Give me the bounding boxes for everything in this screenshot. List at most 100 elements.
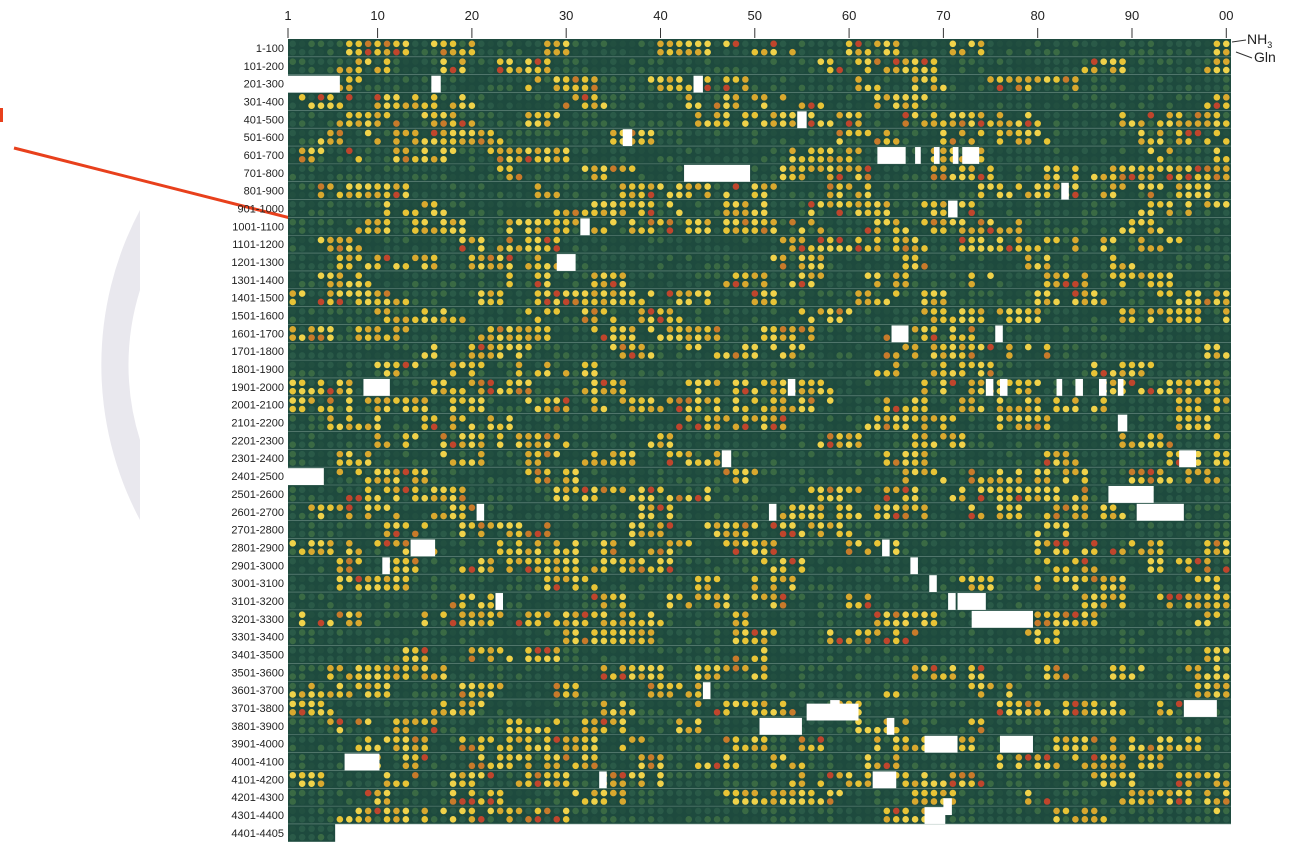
spot	[601, 326, 608, 333]
spot	[1148, 415, 1155, 422]
spot	[742, 76, 749, 83]
spot	[676, 174, 683, 181]
spot	[884, 245, 891, 252]
spot	[987, 424, 994, 431]
spot	[525, 433, 532, 440]
spot	[563, 76, 570, 83]
spot	[601, 469, 608, 476]
spot	[1166, 308, 1173, 315]
spot	[582, 352, 589, 359]
spot	[308, 245, 315, 252]
spot	[968, 469, 975, 476]
spot	[403, 388, 410, 395]
spot	[289, 451, 296, 458]
spot	[525, 209, 532, 216]
spot	[497, 209, 504, 216]
spot	[619, 41, 626, 48]
spot	[289, 227, 296, 234]
spot	[987, 290, 994, 297]
spot	[1006, 120, 1013, 127]
spot	[601, 67, 608, 74]
spot	[940, 138, 947, 145]
spot	[770, 227, 777, 234]
spot	[535, 58, 542, 65]
spot	[733, 272, 740, 279]
spot	[855, 209, 862, 216]
spot	[327, 237, 334, 244]
spot	[1195, 237, 1202, 244]
spot	[1223, 397, 1230, 404]
spot	[997, 469, 1004, 476]
spot	[1185, 433, 1192, 440]
spot	[610, 352, 617, 359]
spot	[403, 344, 410, 351]
spot	[893, 130, 900, 137]
spot	[535, 183, 542, 190]
spot	[1034, 41, 1041, 48]
spot	[1138, 362, 1145, 369]
spot	[553, 344, 560, 351]
spot	[817, 156, 824, 163]
spot	[459, 352, 466, 359]
spot	[695, 58, 702, 65]
spot	[1148, 459, 1155, 466]
spot	[855, 344, 862, 351]
spot	[817, 370, 824, 377]
spot	[836, 58, 843, 65]
spot	[733, 94, 740, 101]
spot	[525, 290, 532, 297]
spot	[1166, 317, 1173, 324]
spot	[1091, 148, 1098, 155]
spot	[459, 94, 466, 101]
spot	[751, 406, 758, 413]
spot	[912, 344, 919, 351]
spot	[931, 299, 938, 306]
spot	[799, 148, 806, 155]
spot	[337, 362, 344, 369]
spot	[469, 120, 476, 127]
spot	[751, 209, 758, 216]
spot	[1110, 451, 1117, 458]
spot	[912, 326, 919, 333]
spot	[318, 451, 325, 458]
spot	[770, 397, 777, 404]
spot	[629, 308, 636, 315]
spot	[1214, 362, 1221, 369]
spot	[704, 388, 711, 395]
spot	[751, 94, 758, 101]
spot	[1044, 299, 1051, 306]
spot	[1129, 237, 1136, 244]
spot	[431, 272, 438, 279]
spot	[553, 388, 560, 395]
spot	[1176, 424, 1183, 431]
spot	[714, 120, 721, 127]
spot	[1072, 326, 1079, 333]
spot	[751, 237, 758, 244]
spot	[1204, 219, 1211, 226]
spot	[865, 245, 872, 252]
spot	[638, 49, 645, 56]
spot	[648, 388, 655, 395]
spot	[591, 433, 598, 440]
spot	[657, 317, 664, 324]
spot	[374, 290, 381, 297]
spot	[1195, 219, 1202, 226]
spot	[553, 41, 560, 48]
spot	[525, 326, 532, 333]
spot	[337, 138, 344, 145]
spot	[902, 290, 909, 297]
spot	[469, 201, 476, 208]
spot	[450, 174, 457, 181]
spot	[676, 41, 683, 48]
spot	[667, 406, 674, 413]
spot	[902, 370, 909, 377]
spot	[836, 379, 843, 386]
spot	[959, 334, 966, 341]
spot	[723, 219, 730, 226]
spot	[1110, 379, 1117, 386]
spot	[601, 299, 608, 306]
spot	[827, 433, 834, 440]
spot	[601, 370, 608, 377]
spot	[799, 397, 806, 404]
spot	[327, 424, 334, 431]
